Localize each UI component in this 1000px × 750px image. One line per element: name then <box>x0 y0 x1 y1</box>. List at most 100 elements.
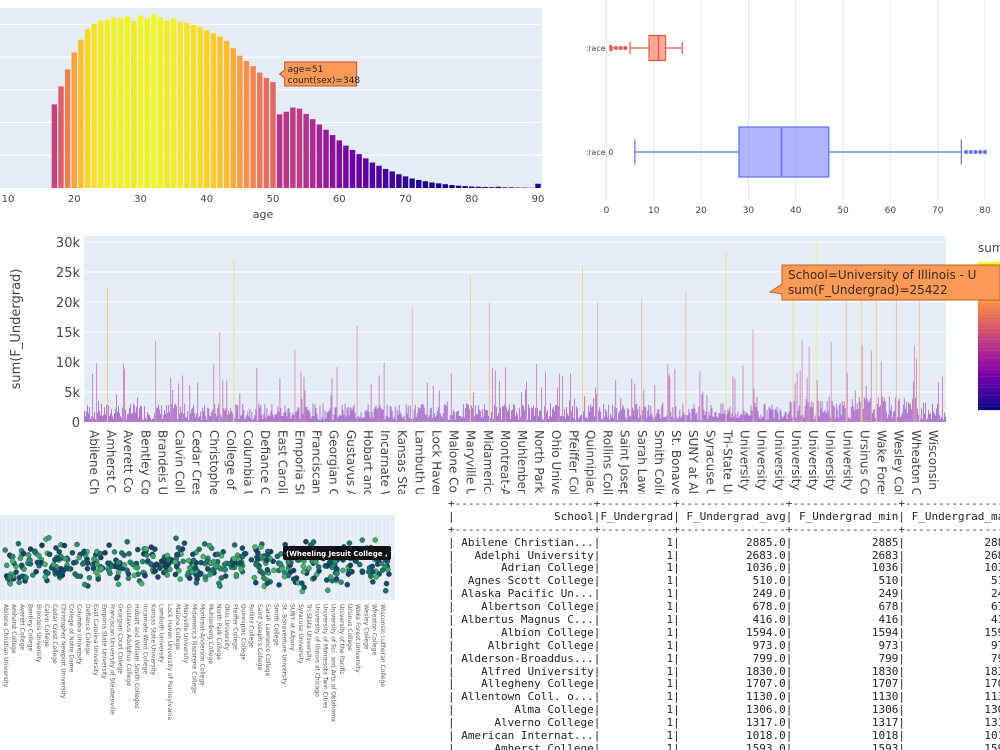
school-bar <box>624 409 626 422</box>
x-tick-label: Sarah Lawre <box>635 430 649 494</box>
age-bar <box>488 187 495 188</box>
school-bar <box>385 415 387 422</box>
school-bar <box>654 385 656 422</box>
school-bar <box>387 416 389 422</box>
school-bar <box>652 416 654 422</box>
school-bar <box>695 414 697 422</box>
school-bar <box>699 371 701 422</box>
school-bar <box>321 417 323 422</box>
school-bar <box>413 409 415 422</box>
school-bar <box>674 368 676 422</box>
age-bar <box>455 185 462 188</box>
boxplot-chart[interactable]: 0 10 20 30 40 50 60 70 80 trace 1 trace 0 <box>587 0 1000 228</box>
school-bar <box>171 403 173 422</box>
school-bar <box>908 403 910 422</box>
x-tick-label: Smith College <box>272 604 279 646</box>
age-bar <box>64 69 71 188</box>
school-bar <box>151 420 153 422</box>
x-tick-label: University of Minnesota Twin Cities <box>321 604 328 708</box>
undergrad-bar-chart[interactable]: 0 5k 10k 15k 20k 25k 30k sum(F_Undergrad) Abilen… <box>0 232 1000 494</box>
scatter-point <box>372 537 378 543</box>
school-bar <box>215 413 217 422</box>
x-tick-label: Sarah Lawrence College <box>264 604 271 677</box>
school-bar <box>139 408 141 422</box>
scatter-point <box>31 549 38 555</box>
school-bar <box>488 302 490 422</box>
school-bar <box>893 410 895 422</box>
school-bar <box>571 411 573 422</box>
school-bar <box>422 404 424 422</box>
school-bar <box>675 406 677 422</box>
school-bar <box>712 416 714 422</box>
school-bar <box>371 412 373 422</box>
school-bar <box>864 399 866 422</box>
x-tick-label: Saint Joseph's College <box>256 604 263 670</box>
school-bar <box>598 410 600 422</box>
school-bar <box>232 413 234 422</box>
school-bar <box>512 404 514 422</box>
school-bar <box>156 407 158 422</box>
scatter-point <box>359 537 366 543</box>
x-tick-label: Amherst College <box>10 604 17 654</box>
school-bar <box>189 385 191 422</box>
school-bar <box>665 417 667 422</box>
school-bar <box>780 411 782 422</box>
school-bar <box>762 416 764 422</box>
school-bar <box>790 402 792 422</box>
school-bar <box>510 410 512 422</box>
school-bar <box>879 405 881 422</box>
school-bar <box>196 413 198 422</box>
school-bar <box>183 414 185 422</box>
school-bar <box>381 409 383 422</box>
age-histogram-chart[interactable]: 10 20 30 40 50 60 70 80 90 age age=51count(sex)=34… <box>0 0 550 228</box>
colorbar-segment <box>978 384 1000 388</box>
school-bar <box>683 412 685 422</box>
age-bar <box>329 135 336 188</box>
school-bar <box>475 414 477 422</box>
school-bar <box>581 414 583 422</box>
school-bar <box>98 400 99 422</box>
school-bar <box>370 384 372 422</box>
school-bar <box>348 415 350 422</box>
school-bar <box>688 408 690 422</box>
colorbar-segment <box>978 395 1000 399</box>
school-bar <box>252 420 254 422</box>
school-bar <box>285 411 287 422</box>
school-bar <box>368 411 370 422</box>
scatter-point <box>17 555 24 562</box>
school-bar <box>505 407 507 422</box>
school-bar <box>926 418 928 422</box>
school-bar <box>677 419 679 422</box>
age-bar <box>58 86 64 188</box>
school-bar <box>884 401 886 422</box>
scatter-point <box>276 582 282 588</box>
school-bar <box>704 414 706 422</box>
school-bar <box>118 406 119 422</box>
school-bar <box>188 419 190 422</box>
table-row: | Agnes Scott College| 1| 510.0| 510| 51… <box>448 574 1000 588</box>
school-bar <box>145 417 147 422</box>
school-bar <box>299 418 301 422</box>
school-bar <box>600 411 602 422</box>
colorbar-segment <box>978 354 1000 359</box>
school-bar <box>793 401 795 422</box>
school-bar <box>441 417 443 422</box>
school-bar <box>789 400 791 422</box>
school-bar <box>373 409 375 422</box>
scatter-point <box>82 581 88 588</box>
school-bar <box>479 411 481 422</box>
school-bar <box>578 419 580 422</box>
age-bar <box>210 33 217 188</box>
scatter-point <box>45 570 51 576</box>
school-bar <box>146 419 148 422</box>
school-bar <box>485 410 487 422</box>
x-tick-label: Bentley Coll <box>138 430 152 494</box>
school-bar <box>774 408 776 422</box>
scatter-point <box>181 540 188 546</box>
scatter-chart[interactable]: (Wheeling Jesuit College , 72) Abilene Ch… <box>0 500 410 750</box>
school-bar <box>520 416 521 422</box>
age-bar <box>296 108 303 188</box>
school-bar <box>824 410 826 422</box>
school-bar <box>888 396 890 422</box>
school-bar <box>507 409 509 422</box>
